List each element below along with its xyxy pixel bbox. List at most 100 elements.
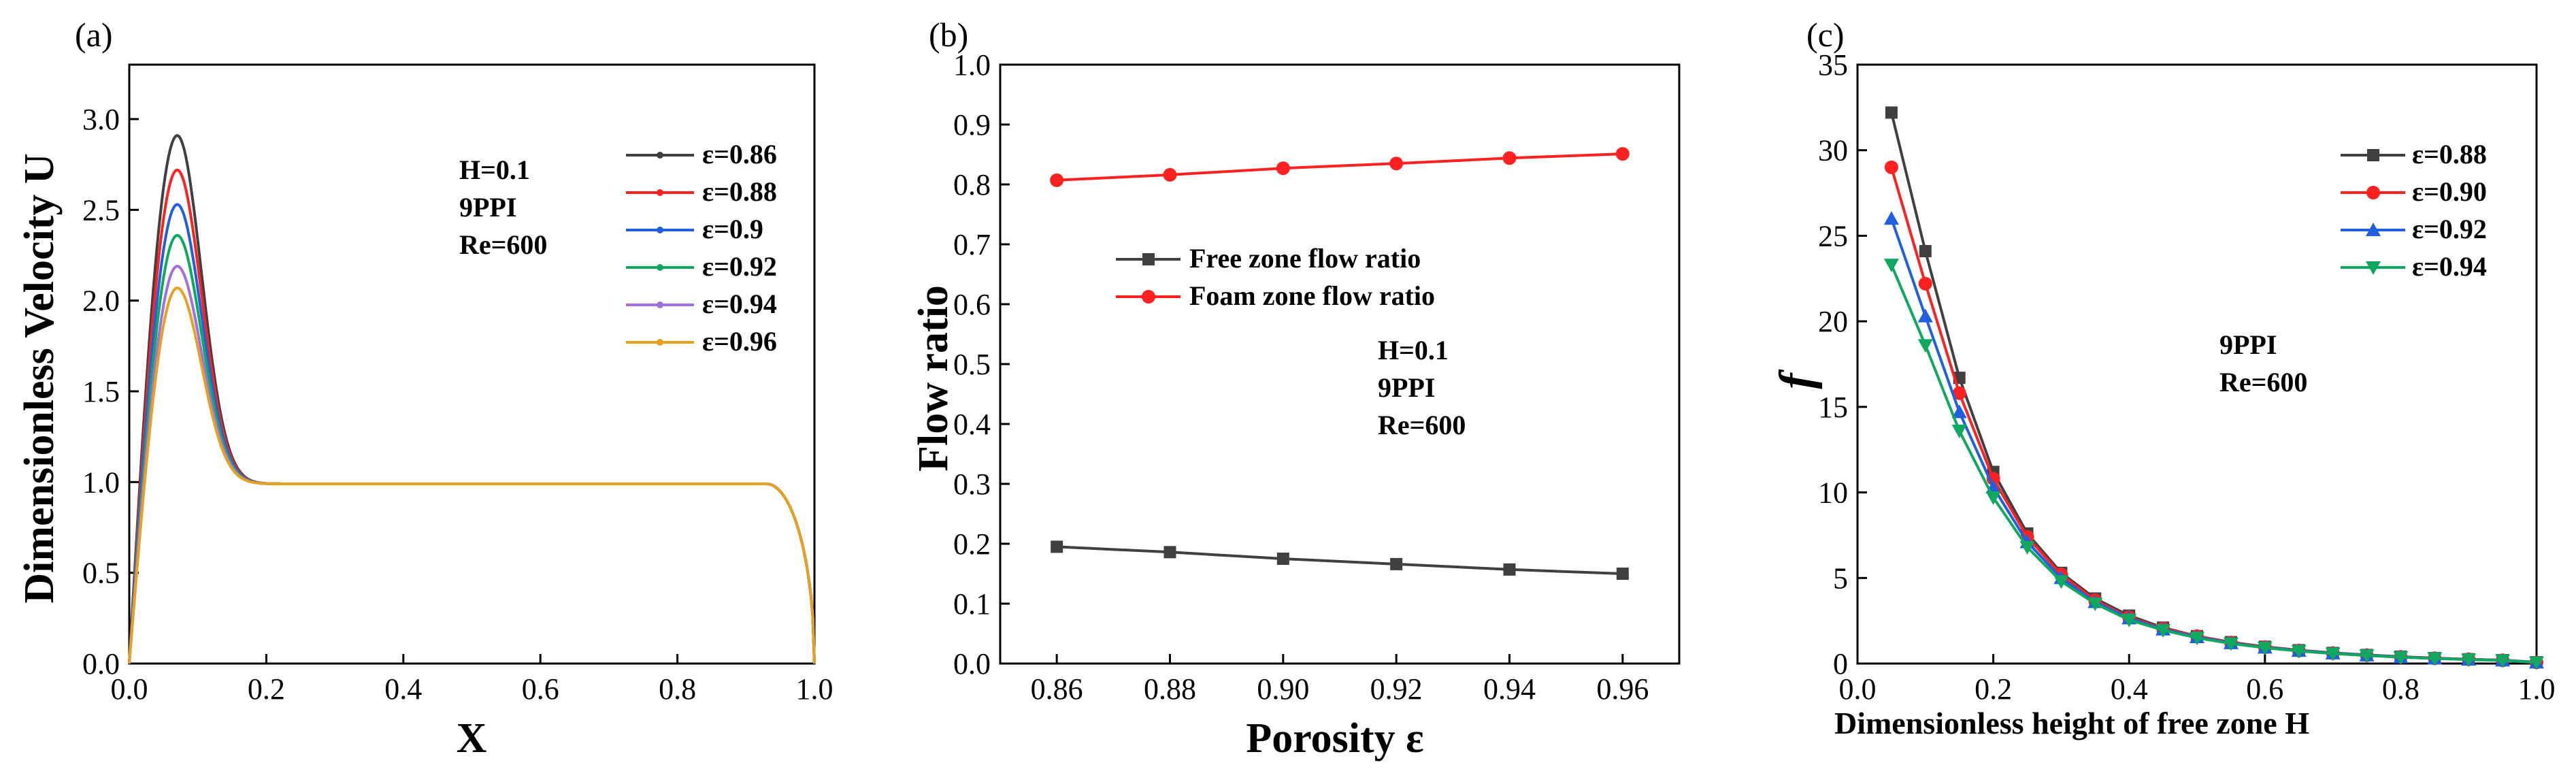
panel-b-y-tick-label: 0.6	[953, 288, 991, 321]
panel-c-data-point	[2019, 541, 2035, 555]
panel-c-data-point	[1917, 339, 1933, 353]
panel-b-y-tick-label: 0.0	[953, 647, 991, 681]
panel-c-data-point	[1952, 386, 1966, 400]
panel-c-x-tick-label: 1.0	[2518, 672, 2556, 706]
panel-c-series-line	[1890, 264, 2537, 664]
panel-a-legend-label: ε=0.92	[702, 251, 777, 282]
panel-a-legend-label: ε=0.96	[702, 326, 777, 357]
panel-c-legend: ε=0.88 ε=0.90 ε=0.92 ε=0.94	[2412, 139, 2487, 282]
panel-c-annotation-line: 9PPI	[2219, 329, 2277, 360]
panel-b-y-tick-label: 0.1	[953, 587, 991, 621]
panel-c-y-tick-label: 35	[1818, 48, 1848, 82]
panel-b-x-tick-label: 0.94	[1483, 672, 1536, 706]
panel-c-data-point	[2190, 632, 2205, 646]
panel-b-x-tick-label: 0.96	[1596, 672, 1649, 706]
panel-b-x-axis-title: Porosity ε	[1246, 715, 1423, 762]
panel-b-annotation-line: 9PPI	[1378, 372, 1435, 403]
panel-c-data-point	[1884, 160, 1898, 174]
panel-c-legend-label: ε=0.88	[2412, 139, 2487, 169]
panel-b-x-tick-label: 0.86	[1031, 672, 1083, 706]
panel-c-data-point	[1885, 106, 1898, 119]
panel-b-legend: Free zone flow ratio Foam zone flow rati…	[1189, 243, 1435, 311]
panel-c-y-tick-label: 10	[1818, 476, 1848, 510]
panel-c-x-tick-label: 0.8	[2382, 672, 2420, 706]
panel-b-legend-label: Foam zone flow ratio	[1189, 280, 1435, 311]
panel-a-y-axis-title: Dimensionless Velocity U	[16, 153, 63, 603]
panel-a-legend: ε=0.86 ε=0.88 ε=0.9 ε=0.92 ε=0.94 ε=0.96	[702, 139, 777, 357]
panel-b-data-point	[1502, 151, 1517, 165]
panel-b-y-tick-label: 0.9	[953, 108, 991, 142]
panel-c-legend-marker	[2366, 186, 2380, 199]
panel-b: (b) Porosity ε Flow ratio H=0.1 9PPI Re=…	[910, 16, 1681, 762]
panel-a-x-tick-label: 0.0	[111, 672, 148, 706]
panel-a-y-tick-label: 0.5	[82, 557, 120, 590]
panel-c-label: (c)	[1806, 16, 1845, 54]
panel-c-legend-label: ε=0.94	[2412, 251, 2487, 282]
panel-c-y-tick-label: 25	[1818, 219, 1848, 252]
panel-c-y-tick-label: 0	[1833, 647, 1848, 681]
panel-b-legend-marker	[1142, 253, 1155, 265]
panel-b-annotation-line: H=0.1	[1378, 335, 1449, 365]
panel-a-label: (a)	[75, 16, 113, 54]
panel-b-y-tick-label: 1.0	[953, 48, 991, 82]
panel-c-legend-label: ε=0.90	[2412, 176, 2487, 207]
panel-a-x-tick-label: 0.2	[248, 672, 285, 706]
panel-c-x-tick-label: 0.2	[1975, 672, 2012, 706]
panel-b-y-tick-label: 0.7	[953, 228, 991, 261]
panel-a-legend-marker	[657, 152, 663, 159]
panel-b-series-line	[1057, 152, 1623, 182]
panel-a-annotation-line: Re=600	[459, 229, 547, 260]
panel-c-data-point	[1883, 259, 1899, 273]
panel-c-legend-marker	[2367, 149, 2379, 161]
panel-c-x-axis-title: Dimensionless height of free zone H	[1834, 706, 2309, 740]
panel-c-data-point	[2359, 649, 2375, 664]
panel-a-legend-marker	[657, 339, 663, 346]
panel-b-data-point	[1616, 568, 1629, 580]
panel-a-series-line	[128, 286, 816, 664]
panel-b-annotation: H=0.1 9PPI Re=600	[1378, 335, 1466, 440]
panel-b-x-tick-label: 0.88	[1144, 672, 1196, 706]
panel-b-data-point	[1615, 147, 1630, 161]
panel-c-data-point	[1951, 404, 1967, 419]
panel-c-y-tick-label: 5	[1833, 561, 1848, 595]
panel-c-y-tick-label: 15	[1818, 391, 1848, 424]
panel-a-plot-frame	[128, 63, 816, 665]
panel-b-data-point	[1050, 173, 1064, 187]
panel-a-y-tick-label: 0.0	[82, 647, 120, 681]
panel-c-data-point	[1883, 211, 1899, 225]
panel-b-legend-label: Free zone flow ratio	[1189, 243, 1421, 274]
panel-a-y-tick-label: 1.5	[82, 375, 120, 408]
panel-c-data-point	[2053, 575, 2069, 589]
panel-a-legend-marker	[657, 227, 663, 233]
panel-a-x-tick-label: 0.8	[659, 672, 696, 706]
panel-c-legend-marker	[2366, 223, 2381, 236]
panel-a-legend-marker	[657, 189, 663, 196]
panel-c-data-point	[2257, 641, 2273, 655]
panel-b-legend-marker	[1142, 290, 1155, 304]
panel-a-annotation: H=0.1 9PPI Re=600	[459, 154, 547, 260]
panel-c-data-point	[2427, 652, 2443, 666]
panel-a-x-tick-label: 0.4	[384, 672, 422, 706]
panel-c-legend-marker	[2366, 261, 2381, 275]
panel-c-plot-frame	[1856, 63, 2538, 665]
panel-c-data-point	[2393, 651, 2409, 665]
panel-c-data-point	[2495, 654, 2511, 668]
panel-a: (a) X Dimensionless Velocity U H=0.1 9PP…	[16, 16, 833, 762]
panel-c-x-tick-label: 0.6	[2246, 672, 2283, 706]
panel-c-data-point	[2121, 613, 2137, 627]
panel-c-data-point	[1918, 276, 1932, 291]
panel-b-y-axis-title: Flow ratio	[910, 285, 957, 472]
panel-c-data-point	[2087, 598, 2103, 611]
panel-c-legend-label: ε=0.92	[2412, 214, 2487, 244]
panel-a-legend-label: ε=0.88	[702, 176, 777, 207]
panel-c-annotation: 9PPI Re=600	[2219, 329, 2307, 397]
panel-c-x-tick-label: 0.0	[1839, 672, 1877, 706]
panel-a-y-tick-label: 3.0	[82, 103, 120, 136]
panel-c-y-tick-label: 30	[1818, 134, 1848, 167]
panel-c-data-point	[2325, 647, 2341, 662]
panel-a-legend-marker	[657, 264, 663, 271]
panel-b-y-tick-label: 0.3	[953, 468, 991, 501]
panel-c-data-point	[2461, 653, 2477, 668]
